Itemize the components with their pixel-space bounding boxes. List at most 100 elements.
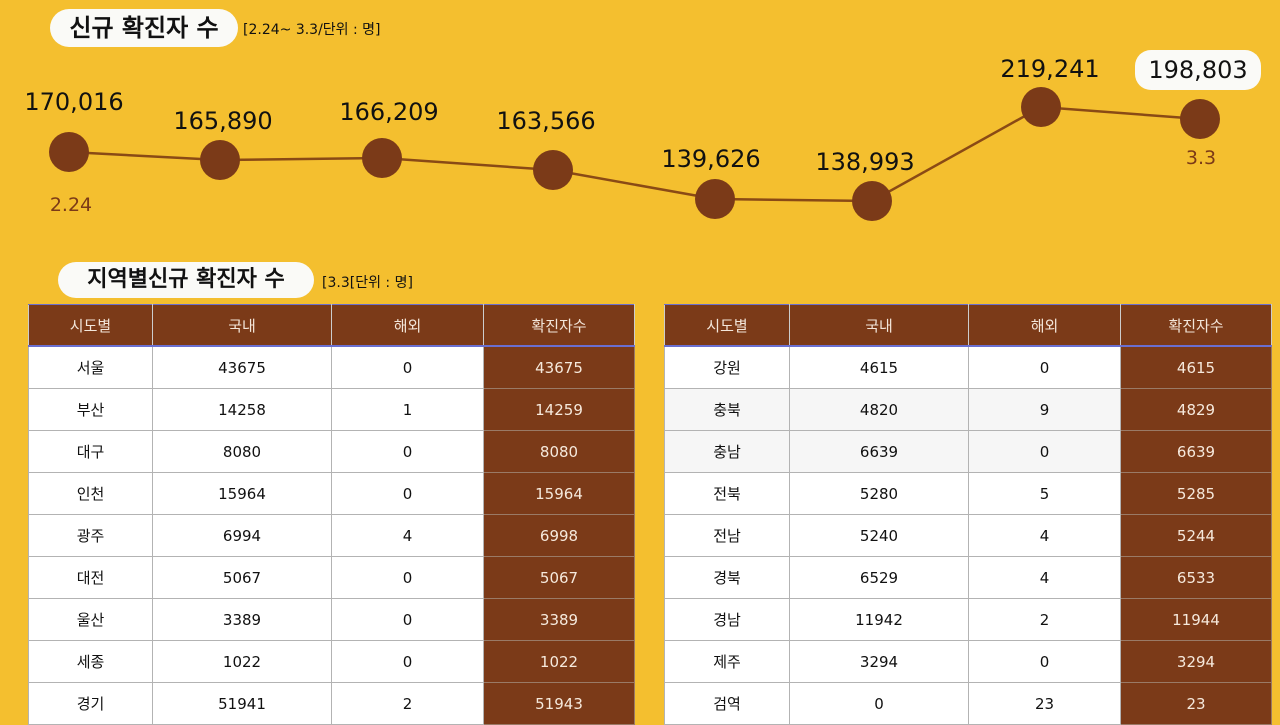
- cell-overseas: 0: [331, 430, 484, 473]
- region-section-subtitle: [3.3[단위 : 명]: [322, 275, 413, 291]
- cell-region: 울산: [28, 598, 153, 641]
- cell-region: 부산: [28, 388, 153, 431]
- table-row: 강원 4615 0 4615: [664, 345, 1272, 389]
- cell-domestic: 11942: [789, 598, 969, 641]
- table-row: 대구 8080 0 8080: [28, 430, 635, 473]
- x-label-start: 2.24: [50, 194, 92, 216]
- table-row: 전남 5240 4 5244: [664, 514, 1272, 557]
- table-row: 전북 5280 5 5285: [664, 472, 1272, 515]
- cell-overseas: 9: [968, 388, 1121, 431]
- cell-region: 검역: [664, 682, 790, 725]
- table-row: 검역 0 23 23: [664, 682, 1272, 725]
- data-point-marker: [200, 140, 240, 180]
- cell-total: 15964: [483, 472, 635, 515]
- col-header-domestic: 국내: [152, 304, 332, 347]
- cell-total: 5067: [483, 556, 635, 599]
- data-value-label: 166,209: [339, 98, 438, 126]
- table-row: 울산 3389 0 3389: [28, 598, 635, 641]
- cell-overseas: 0: [331, 472, 484, 515]
- cell-region: 인천: [28, 472, 153, 515]
- cell-domestic: 5067: [152, 556, 332, 599]
- cell-domestic: 0: [789, 682, 969, 725]
- col-header-region: 시도별: [664, 304, 790, 347]
- table-row: 충북 4820 9 4829: [664, 388, 1272, 431]
- data-point-marker: [695, 179, 735, 219]
- cell-domestic: 6639: [789, 430, 969, 473]
- cell-domestic: 3389: [152, 598, 332, 641]
- data-value-label: 138,993: [815, 148, 914, 176]
- cell-region: 충남: [664, 430, 790, 473]
- line-chart: 170,016 165,890 166,209 163,566 139,626 138,9…: [24, 55, 1248, 221]
- cell-total: 4829: [1120, 388, 1272, 431]
- table-row: 제주 3294 0 3294: [664, 640, 1272, 683]
- data-point-marker: [1021, 87, 1061, 127]
- cell-total: 14259: [483, 388, 635, 431]
- col-header-domestic: 국내: [789, 304, 969, 347]
- col-header-overseas: 해외: [968, 304, 1121, 347]
- col-header-overseas: 해외: [331, 304, 484, 347]
- cell-overseas: 0: [331, 640, 484, 683]
- cell-overseas: 4: [968, 556, 1121, 599]
- cell-domestic: 5280: [789, 472, 969, 515]
- cell-overseas: 0: [331, 345, 484, 389]
- cell-total: 51943: [483, 682, 635, 725]
- table-row: 세종 1022 0 1022: [28, 640, 635, 683]
- cell-domestic: 6994: [152, 514, 332, 557]
- table-row: 대전 5067 0 5067: [28, 556, 635, 599]
- cell-domestic: 4820: [789, 388, 969, 431]
- cell-region: 충북: [664, 388, 790, 431]
- table-row: 광주 6994 4 6998: [28, 514, 635, 557]
- cell-domestic: 4615: [789, 345, 969, 389]
- cell-total: 6639: [1120, 430, 1272, 473]
- table-row: 경기 51941 2 51943: [28, 682, 635, 725]
- cell-domestic: 3294: [789, 640, 969, 683]
- cell-overseas: 0: [968, 640, 1121, 683]
- cell-domestic: 6529: [789, 556, 969, 599]
- data-value-label: 198,803: [1148, 56, 1247, 84]
- region-section-title: 지역별신규 확진자 수: [58, 262, 314, 298]
- cell-total: 43675: [483, 345, 635, 389]
- cell-region: 제주: [664, 640, 790, 683]
- cell-overseas: 0: [331, 598, 484, 641]
- cell-region: 대구: [28, 430, 153, 473]
- chart-subtitle: [2.24~ 3.3/단위 : 명]: [243, 22, 381, 38]
- cell-total: 6998: [483, 514, 635, 557]
- cell-domestic: 43675: [152, 345, 332, 389]
- cell-domestic: 5240: [789, 514, 969, 557]
- cell-overseas: 0: [968, 345, 1121, 389]
- cell-overseas: 0: [331, 556, 484, 599]
- cell-overseas: 2: [968, 598, 1121, 641]
- data-value-label: 170,016: [24, 88, 123, 116]
- table-row: 인천 15964 0 15964: [28, 472, 635, 515]
- cell-region: 서울: [28, 345, 153, 389]
- cell-total: 8080: [483, 430, 635, 473]
- data-value-label: 165,890: [173, 107, 272, 135]
- cell-total: 23: [1120, 682, 1272, 725]
- cell-region: 경남: [664, 598, 790, 641]
- region-table-right: 시도별 국내 해외 확진자수 강원 4615 0 4615 충북 4820 9 4829 충남 6…: [664, 304, 1272, 725]
- trend-line: [68, 105, 1201, 203]
- data-value-label: 219,241: [1000, 55, 1099, 83]
- data-point-marker: [49, 132, 89, 172]
- cell-overseas: 23: [968, 682, 1121, 725]
- cell-overseas: 4: [331, 514, 484, 557]
- table-row: 부산 14258 1 14259: [28, 388, 635, 431]
- cell-overseas: 5: [968, 472, 1121, 515]
- cell-overseas: 0: [968, 430, 1121, 473]
- data-point-marker: [1180, 99, 1220, 139]
- cell-domestic: 14258: [152, 388, 332, 431]
- cell-total: 5285: [1120, 472, 1272, 515]
- table-row: 경북 6529 4 6533: [664, 556, 1272, 599]
- cell-domestic: 15964: [152, 472, 332, 515]
- data-value-label: 163,566: [496, 107, 595, 135]
- cell-region: 경북: [664, 556, 790, 599]
- data-value-label: 139,626: [661, 145, 760, 173]
- latest-value-highlight: [1135, 50, 1261, 90]
- col-header-total: 확진자수: [1120, 304, 1272, 347]
- cell-overseas: 4: [968, 514, 1121, 557]
- cell-region: 경기: [28, 682, 153, 725]
- col-header-region: 시도별: [28, 304, 153, 347]
- cell-region: 강원: [664, 345, 790, 389]
- x-label-end: 3.3: [1186, 147, 1216, 169]
- data-point-marker: [362, 138, 402, 178]
